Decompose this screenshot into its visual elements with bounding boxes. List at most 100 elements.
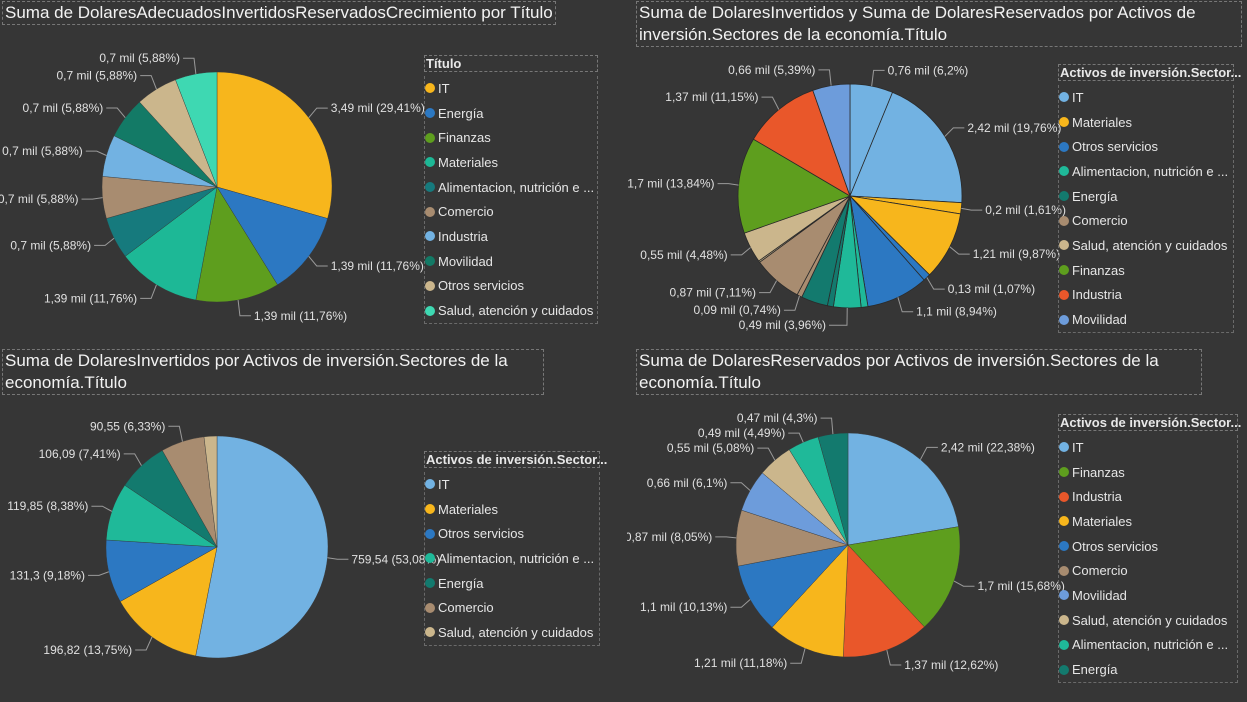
legend-item[interactable]: Alimentacion, nutrición e ... [425,175,595,200]
legend-item[interactable]: Materiales [425,150,595,175]
leader-line [897,297,914,313]
legend-item[interactable]: Materiales [1059,110,1231,135]
legend-item[interactable]: Alimentacion, nutrición e ... [425,546,597,571]
legend-item[interactable]: Salud, atención y cuidados [425,620,597,645]
pie-slice[interactable] [120,546,218,657]
legend-item[interactable]: IT [1059,85,1231,110]
legend-dot-icon [425,132,435,143]
data-label: 119,85 (8,38%) [7,499,88,513]
leader-line [886,649,902,666]
legend-dot-icon [1059,265,1069,276]
legend-item[interactable]: Industria [425,224,595,249]
legend-dot-icon [425,83,435,94]
legend-item-label: Movilidad [438,253,493,269]
leader-line [237,299,251,317]
legend-item[interactable]: Energía [425,571,597,596]
leader-line [757,447,776,461]
pie-slice[interactable] [216,186,328,286]
legend-item-label: Materiales [1072,513,1132,529]
legend-item[interactable]: Materiales [1059,509,1235,534]
legend-item[interactable]: Otros servicios [1059,134,1231,159]
legend-item[interactable]: Alimentacion, nutrición e ... [1059,633,1235,658]
legend-dot-icon [425,528,435,539]
legend-dot-icon [425,627,435,638]
legend-item[interactable]: Comercio [425,199,595,224]
legend-dot-icon [425,553,435,564]
legend-dot-icon [1059,639,1069,650]
data-label: 1,39 mil (11,76%) [331,259,424,273]
legend-item[interactable]: Salud, atención y cuidados [425,298,595,323]
legend-item[interactable]: Industria [1059,484,1235,509]
leader-line [944,127,965,137]
pie-slice[interactable] [216,71,333,219]
legend-item[interactable]: Otros servicios [1059,534,1235,559]
legend-item[interactable]: Industria [1059,283,1231,308]
legend-item[interactable]: Finanzas [425,125,595,150]
leader-line [715,536,737,539]
legend-item[interactable]: Finanzas [1059,258,1231,283]
chart-title: Suma de DolaresReservados por Activos de… [636,349,1202,395]
legend-item[interactable]: Salud, atención y cuidados [1059,608,1235,633]
legend-dot-icon [1059,442,1069,453]
data-label: 1,7 mil (13,84%) [627,177,714,191]
pie-slice[interactable] [752,89,851,197]
legend-item-label: Industria [438,228,488,244]
data-label: 0,87 mil (7,11%) [670,286,756,300]
legend-dot-icon [1059,141,1069,152]
legend-item-label: Energía [438,575,484,591]
legend-item[interactable]: Energía [1059,657,1235,682]
legend-item[interactable]: Salud, atención y cuidados [1059,233,1231,258]
legend-dot-icon [425,206,435,217]
pie-slice[interactable] [847,432,959,546]
leader-line [871,69,885,87]
pie-slice[interactable] [812,83,851,197]
data-label: 0,49 mil (3,96%) [739,318,826,332]
legend-item[interactable]: Alimentacion, nutrición e ... [1059,159,1231,184]
legend-item[interactable]: Movilidad [1059,307,1231,332]
data-label: 0,55 mil (5,08%) [667,441,754,455]
legend-item-label: IT [1072,89,1084,105]
pie-slice[interactable] [737,544,849,628]
legend-item[interactable]: Comercio [1059,558,1235,583]
legend-item[interactable]: Energía [425,101,595,126]
leader-line [123,453,142,466]
legend-dot-icon [425,504,435,515]
legend-item[interactable]: Comercio [1059,208,1231,233]
legend-item[interactable]: Materiales [425,497,597,522]
pie-slice[interactable] [843,544,925,658]
legend-item[interactable]: Movilidad [425,249,595,274]
leader-line [953,580,975,587]
legend-item-label: Comercio [438,204,494,220]
legend-item-label: Alimentacion, nutrición e ... [438,179,595,195]
legend-item[interactable]: Movilidad [1059,583,1235,608]
data-label: 0,7 mil (5,88%) [2,144,83,158]
legend-item[interactable]: IT [425,76,595,101]
leader-line [818,69,832,86]
legend-item-label: Finanzas [1072,464,1125,480]
legend-item[interactable]: IT [1059,435,1235,460]
pie-slice[interactable] [195,435,329,659]
data-label: 0,09 mil (0,74%) [694,303,781,317]
data-label: 131,3 (9,18%) [10,568,85,582]
pie-slice[interactable] [203,435,218,548]
legend-dot-icon [425,157,435,168]
legend: Activos de inversión.Sector... IT Material… [1058,64,1241,333]
legend-item[interactable]: IT [425,472,597,497]
pie-chart-invertidos: 759,54 (53,08%) 196,82 (13,75%) 131,3 (9,1… [7,419,440,659]
legend-item[interactable]: Finanzas [1059,460,1235,485]
legend-item[interactable]: Energía [1059,184,1231,209]
pie-slice[interactable] [737,138,851,234]
leader-line [327,557,349,560]
legend-item[interactable]: Otros servicios [425,274,595,299]
data-label: 0,76 mil (6,2%) [888,63,969,77]
legend-item[interactable]: Comercio [425,595,597,620]
legend-item[interactable]: Otros servicios [425,521,597,546]
data-label: 1,37 mil (12,62%) [904,658,998,672]
pie-slice[interactable] [771,544,849,658]
legend-dot-icon [425,108,435,119]
leader-line [183,57,197,75]
leader-line [790,648,806,664]
pie-slice[interactable] [847,526,961,628]
pie-slice[interactable] [175,71,218,188]
legend: Activos de inversión.Sector... IT Finanzas… [1058,414,1241,683]
